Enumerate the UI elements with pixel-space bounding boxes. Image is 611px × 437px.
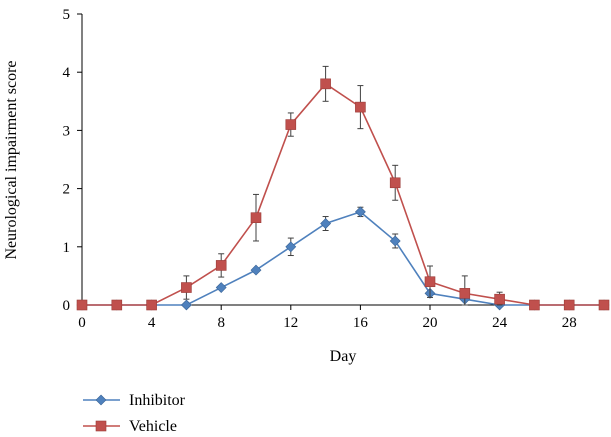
- data-point-vehicle: [529, 300, 539, 310]
- y-tick-label: 2: [63, 182, 71, 198]
- y-tick-label: 3: [63, 123, 71, 139]
- y-tick-label: 5: [63, 7, 71, 23]
- data-point-inhibitor: [251, 265, 261, 275]
- series-line-inhibitor: [82, 212, 604, 305]
- data-point-inhibitor: [321, 219, 331, 229]
- data-point-vehicle: [321, 79, 331, 89]
- legend-label-vehicle: Vehicle: [129, 418, 177, 435]
- y-tick-labels: 0 1 2 3 4 5: [63, 7, 83, 314]
- x-tick-label: 8: [217, 315, 225, 331]
- legend-item-inhibitor: Inhibitor: [83, 392, 186, 409]
- series-vehicle: [77, 66, 609, 310]
- x-axis-label: Day: [330, 348, 357, 365]
- data-point-vehicle: [599, 300, 609, 310]
- series-line-vehicle: [82, 84, 604, 305]
- x-tick-label: 4: [148, 315, 156, 331]
- data-point-inhibitor: [216, 283, 226, 293]
- legend: Inhibitor Vehicle: [83, 392, 186, 435]
- data-point-vehicle: [390, 178, 400, 188]
- data-point-vehicle: [495, 294, 505, 304]
- legend-marker-inhibitor: [96, 395, 106, 405]
- y-tick-label: 4: [63, 65, 71, 81]
- data-point-vehicle: [216, 260, 226, 270]
- plot-area: [77, 66, 609, 310]
- x-tick-label: 28: [562, 315, 577, 331]
- y-tick-label: 1: [63, 240, 71, 256]
- data-point-vehicle: [355, 102, 365, 112]
- data-point-vehicle: [564, 300, 574, 310]
- data-point-vehicle: [112, 300, 122, 310]
- data-point-vehicle: [181, 283, 191, 293]
- y-tick-label: 0: [63, 298, 71, 314]
- legend-item-vehicle: Vehicle: [83, 418, 177, 435]
- data-point-inhibitor: [286, 242, 296, 252]
- x-tick-label: 0: [78, 315, 86, 331]
- data-point-vehicle: [460, 288, 470, 298]
- x-tick-label: 12: [283, 315, 298, 331]
- y-axis-label: Neurological impairment score: [3, 60, 20, 259]
- series-inhibitor: [77, 207, 609, 310]
- x-tick-label: 16: [353, 315, 369, 331]
- data-point-vehicle: [286, 120, 296, 130]
- x-tick-label: 24: [492, 315, 508, 331]
- data-point-vehicle: [425, 277, 435, 287]
- data-point-inhibitor: [181, 300, 191, 310]
- legend-marker-vehicle: [96, 421, 106, 431]
- x-tick-label: 20: [423, 315, 438, 331]
- data-point-vehicle: [147, 300, 157, 310]
- data-point-vehicle: [251, 213, 261, 223]
- data-point-vehicle: [77, 300, 87, 310]
- legend-label-inhibitor: Inhibitor: [129, 392, 186, 409]
